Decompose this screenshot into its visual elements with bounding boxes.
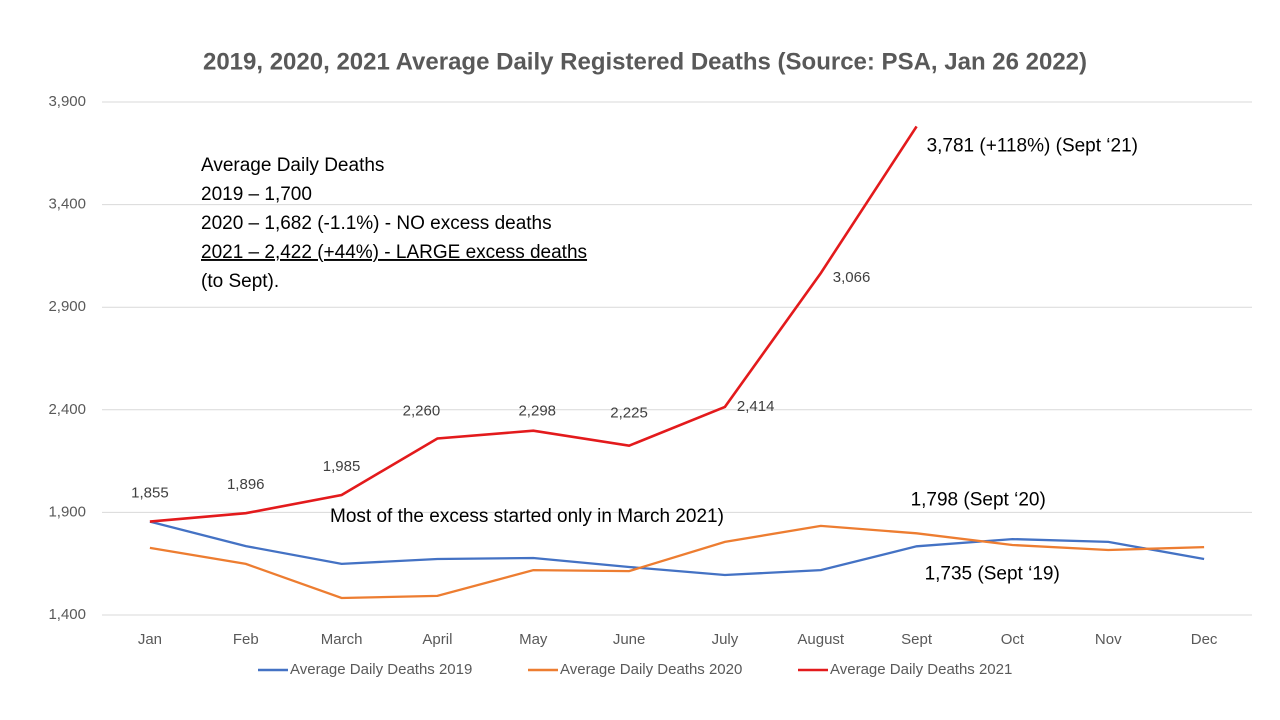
- annotation-line: 2021 – 2,422 (+44%) - LARGE excess death…: [201, 242, 587, 263]
- data-label: 1,985: [323, 458, 361, 475]
- legend-label: Average Daily Deaths 2020: [560, 661, 742, 678]
- x-tick-label: Sept: [901, 631, 933, 648]
- data-label: 2,298: [518, 403, 556, 420]
- line-series: [149, 524, 1205, 600]
- data-label: 3,781 (+118%) (Sept ‘21): [927, 135, 1138, 156]
- data-label: 2,260: [403, 402, 441, 419]
- data-label: 1,798 (Sept ‘20): [911, 489, 1046, 510]
- x-tick-label: June: [613, 631, 646, 648]
- annotation-note: Most of the excess started only in March…: [330, 506, 724, 527]
- annotation-line: (to Sept).: [201, 271, 279, 292]
- annotation-line: Average Daily Deaths: [201, 155, 384, 176]
- y-tick-label: 3,900: [48, 93, 86, 110]
- x-tick-label: August: [797, 631, 845, 648]
- legend-label: Average Daily Deaths 2019: [290, 661, 472, 678]
- y-tick-label: 1,900: [48, 503, 86, 520]
- data-label: 3,066: [833, 269, 871, 286]
- x-tick-label: July: [712, 631, 739, 648]
- data-label: 2,225: [610, 405, 648, 422]
- x-tick-label: Dec: [1191, 631, 1218, 648]
- x-tick-label: April: [422, 631, 452, 648]
- data-label: 2,414: [737, 398, 775, 415]
- y-tick-label: 1,400: [48, 606, 86, 623]
- x-tick-label: Jan: [138, 631, 162, 648]
- legend-label: Average Daily Deaths 2021: [830, 661, 1012, 678]
- line-series: [149, 125, 918, 523]
- x-tick-label: March: [321, 631, 363, 648]
- y-tick-label: 2,400: [48, 401, 86, 418]
- annotation-line: 2019 – 1,700: [201, 184, 312, 205]
- chart-title: 2019, 2020, 2021 Average Daily Registere…: [203, 48, 1087, 75]
- y-tick-label: 3,400: [48, 196, 86, 213]
- data-label: 1,855: [131, 485, 169, 502]
- line-series: [149, 520, 1205, 577]
- data-label: 1,735 (Sept ‘19): [925, 563, 1060, 584]
- annotation-line: 2020 – 1,682 (-1.1%) - NO excess deaths: [201, 213, 552, 234]
- x-tick-label: May: [519, 631, 548, 648]
- data-label: 1,896: [227, 476, 265, 493]
- x-tick-label: Nov: [1095, 631, 1122, 648]
- x-tick-label: Oct: [1001, 631, 1025, 648]
- x-tick-label: Feb: [233, 631, 259, 648]
- y-tick-label: 2,900: [48, 298, 86, 315]
